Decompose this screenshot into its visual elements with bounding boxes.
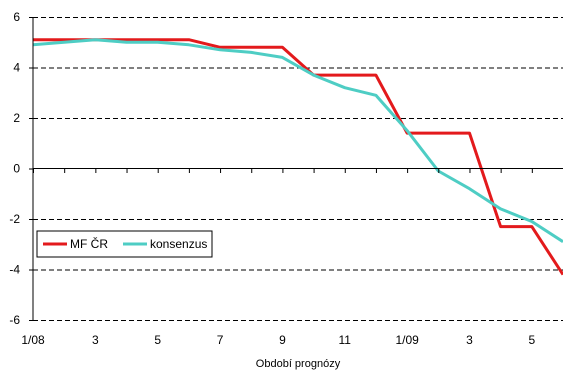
x-tick-label: 11 [339,333,352,347]
grid [33,17,563,321]
x-tick-label: 7 [217,333,224,347]
x-tick-label: 1/08 [21,333,45,347]
y-tick-label: -2 [9,212,20,226]
x-tick-label: 5 [528,333,535,347]
x-tick-label: 3 [92,333,99,347]
x-tick-label: 1/09 [395,333,419,347]
series-lines [32,38,563,276]
legend: MF ČR konsenzus [36,230,213,258]
x-tick-label: 3 [466,333,473,347]
series-line-mf-cr [33,38,563,276]
y-axis: 6 4 2 0 -2 -4 -6 [9,10,33,327]
y-tick-label: 0 [13,162,20,176]
y-tick-label: 6 [13,10,20,24]
x-tick-label: 9 [279,333,286,347]
x-tick-label: 5 [154,333,161,347]
y-tick-label: 2 [13,111,20,125]
y-tick-label: 4 [13,61,20,75]
legend-label-mf-cr: MF ČR [70,236,108,251]
series-line-konsenzus [32,38,563,243]
y-tick-label: -6 [9,313,20,327]
x-axis-title: Období prognózy [256,358,341,370]
x-axis: 1/08 3 5 7 9 11 1/09 3 5 [21,169,535,347]
legend-label-konsenzus: konsenzus [150,237,207,251]
y-tick-label: -4 [9,263,20,277]
